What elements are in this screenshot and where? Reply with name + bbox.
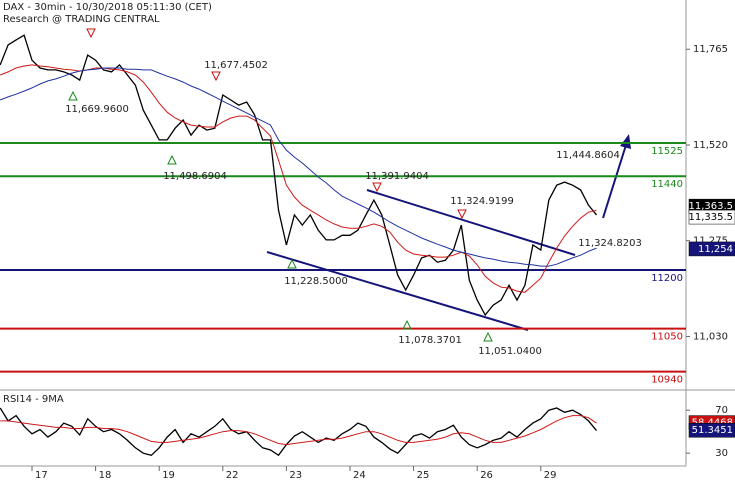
price-annotation: 11,498.6904 <box>163 171 227 182</box>
x-tick-label: 25 <box>417 470 430 480</box>
x-tick-label: 18 <box>99 470 112 480</box>
marker-up <box>167 154 177 165</box>
level-label: 11525 <box>651 146 683 157</box>
y-tick-label: 11,275 <box>693 236 728 247</box>
level-label: 11050 <box>651 332 683 343</box>
price-annotation: 11,444.8604 <box>556 150 620 161</box>
price-tag <box>688 241 735 257</box>
x-tick-label: 19 <box>162 470 175 480</box>
arrow-head <box>620 134 631 149</box>
y-tick-label: 11,765 <box>693 44 728 55</box>
rsi-title: RSI14 - 9MA <box>3 394 64 405</box>
marker-down <box>372 182 382 193</box>
chart-subtitle: Research @ TRADING CENTRAL <box>3 14 160 25</box>
price-tag <box>688 209 735 225</box>
x-tick-label: 26 <box>480 470 493 480</box>
price-annotation: 11,051.0400 <box>478 346 542 357</box>
price-line <box>0 34 598 317</box>
projection-arrow <box>602 144 627 219</box>
chart-title: DAX - 30min - 10/30/2018 05:11:30 (CET) <box>3 2 212 13</box>
marker-up <box>68 90 78 101</box>
price-annotation: 11,669.9600 <box>65 104 129 115</box>
price-tag <box>688 422 735 438</box>
marker-down <box>86 28 96 39</box>
price-tag-label: 11,335.5 <box>688 212 733 223</box>
price-annotation: 11,078.3701 <box>398 335 462 346</box>
price-tag-label: 11,363.5 <box>688 201 733 212</box>
x-tick-label: 29 <box>544 470 557 480</box>
x-tick-label: 24 <box>353 470 366 480</box>
level-label: 10940 <box>651 375 683 386</box>
x-tick-label: 22 <box>226 470 239 480</box>
price-annotation: 11,677.4502 <box>204 60 268 71</box>
price-tag-label: 11,254 <box>698 244 733 255</box>
price-annotation: 11,228.5000 <box>284 276 348 287</box>
marker-down <box>457 209 467 220</box>
channel-lower <box>266 251 529 331</box>
y-tick-label: 11,520 <box>693 140 728 151</box>
price-annotation: 11,324.8203 <box>578 238 642 249</box>
level-label: 11440 <box>651 179 683 190</box>
x-tick-label: 23 <box>289 470 302 480</box>
y-tick-label: 30 <box>715 448 728 459</box>
price-line <box>0 64 597 293</box>
channel-upper <box>366 189 576 256</box>
level-label: 11200 <box>651 273 683 284</box>
marker-down <box>211 71 221 82</box>
price-annotation: 11,324.9199 <box>450 196 514 207</box>
price-line <box>0 67 597 267</box>
marker-up <box>483 331 493 342</box>
price-annotation: 11,391.9404 <box>365 171 429 182</box>
x-tick-label: 17 <box>35 470 48 480</box>
marker-up <box>287 258 297 269</box>
rsi-line <box>0 407 598 457</box>
marker-up <box>402 319 412 330</box>
price-tag-label: 51.3451 <box>692 425 733 436</box>
y-tick-label: 70 <box>715 405 728 416</box>
y-tick-label: 11,030 <box>693 331 728 342</box>
rsi-line <box>0 415 597 446</box>
